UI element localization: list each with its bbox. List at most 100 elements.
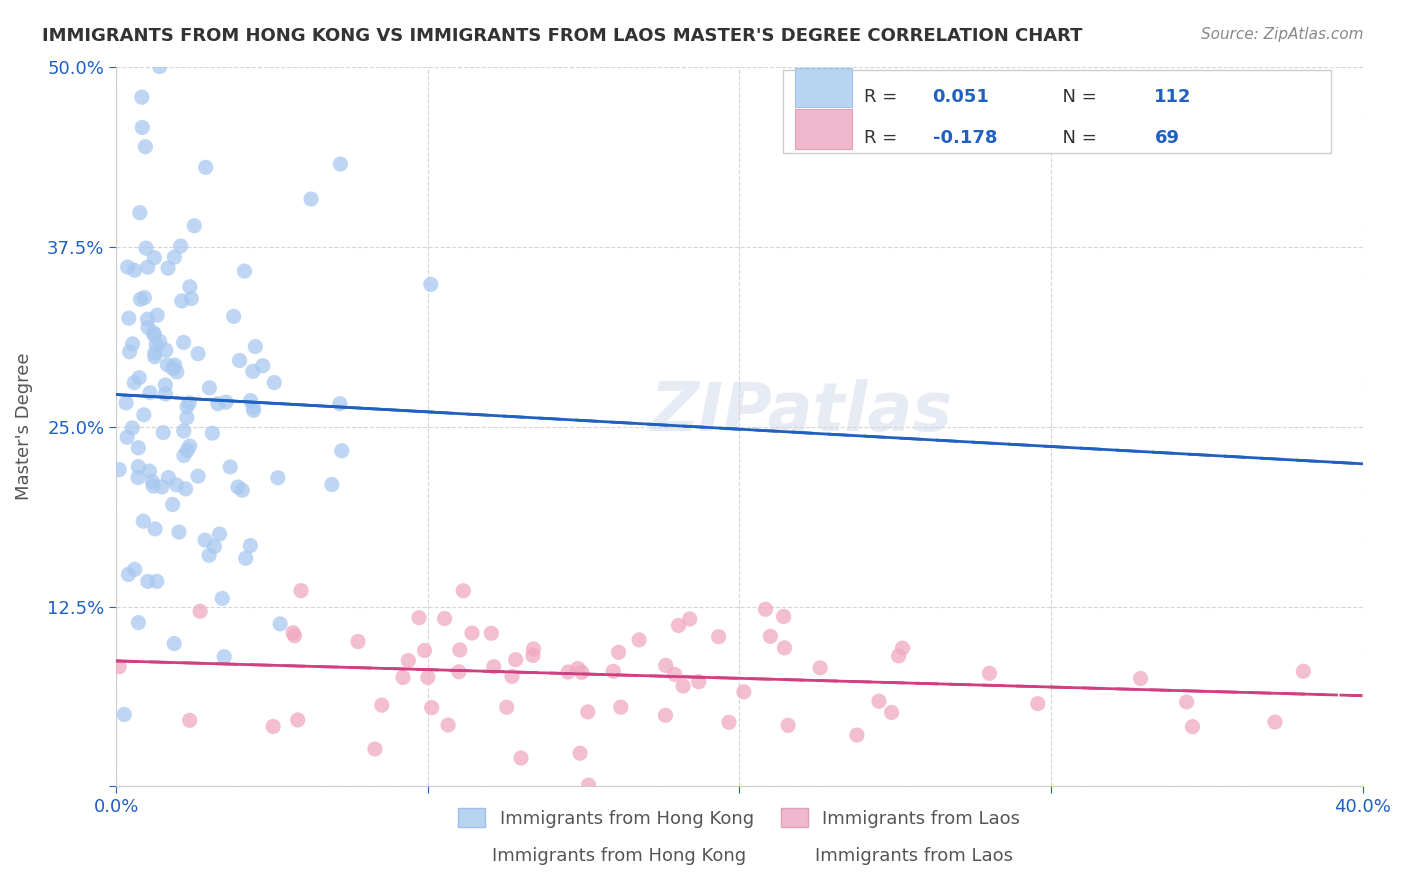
Point bbox=[602, 665, 624, 679]
Point bbox=[122, 376, 145, 390]
Point bbox=[127, 459, 149, 474]
Point bbox=[1026, 697, 1049, 711]
Point bbox=[808, 661, 831, 675]
Point bbox=[576, 705, 599, 719]
Point bbox=[124, 562, 146, 576]
Point bbox=[187, 469, 209, 483]
Point bbox=[290, 583, 312, 598]
Point bbox=[142, 479, 165, 493]
Point bbox=[242, 364, 264, 378]
Point bbox=[416, 670, 439, 684]
Point bbox=[132, 408, 155, 422]
Point bbox=[1175, 695, 1198, 709]
Point bbox=[166, 365, 188, 379]
Point bbox=[733, 685, 755, 699]
Point bbox=[557, 665, 579, 679]
Point bbox=[242, 403, 264, 417]
Point bbox=[143, 350, 166, 364]
Y-axis label: Master's Degree: Master's Degree bbox=[15, 353, 32, 500]
Point bbox=[141, 475, 163, 489]
Point bbox=[269, 617, 291, 632]
Point bbox=[347, 634, 370, 648]
Point bbox=[1292, 665, 1315, 679]
Text: N =: N = bbox=[1050, 129, 1102, 147]
Point bbox=[124, 263, 146, 277]
Point bbox=[868, 694, 890, 708]
Point bbox=[134, 291, 156, 305]
Point bbox=[1181, 720, 1204, 734]
Text: N =: N = bbox=[1050, 87, 1102, 105]
Point bbox=[371, 698, 394, 713]
Point bbox=[167, 524, 190, 539]
Point bbox=[127, 441, 149, 455]
Point bbox=[149, 334, 172, 349]
Point bbox=[149, 60, 172, 74]
Point bbox=[145, 337, 167, 351]
Point bbox=[129, 293, 152, 307]
Point bbox=[136, 312, 159, 326]
Point bbox=[155, 343, 177, 358]
Point bbox=[228, 353, 250, 368]
Point bbox=[143, 327, 166, 342]
Point bbox=[146, 308, 169, 322]
Point bbox=[176, 400, 198, 414]
Point bbox=[433, 611, 456, 625]
Point bbox=[152, 425, 174, 440]
Point bbox=[117, 260, 139, 274]
Text: 69: 69 bbox=[1154, 129, 1180, 147]
Point bbox=[759, 629, 782, 643]
Point bbox=[482, 659, 505, 673]
Point bbox=[979, 666, 1001, 681]
Point bbox=[207, 397, 229, 411]
Point bbox=[672, 679, 695, 693]
Point bbox=[330, 443, 353, 458]
Point bbox=[157, 470, 180, 484]
Point bbox=[607, 645, 630, 659]
Point bbox=[688, 674, 710, 689]
Point bbox=[219, 459, 242, 474]
Point bbox=[179, 439, 201, 453]
Point bbox=[283, 629, 305, 643]
Point bbox=[179, 279, 201, 293]
Point bbox=[163, 250, 186, 264]
Point bbox=[170, 293, 193, 308]
Point bbox=[128, 370, 150, 384]
Point bbox=[569, 746, 592, 760]
Point bbox=[235, 551, 257, 566]
Text: ZIPatlas: ZIPatlas bbox=[651, 379, 953, 445]
Point bbox=[287, 713, 309, 727]
Point bbox=[142, 326, 165, 340]
Point bbox=[461, 626, 484, 640]
Point bbox=[202, 540, 225, 554]
Point bbox=[501, 669, 523, 683]
Point bbox=[231, 483, 253, 498]
Point bbox=[173, 449, 195, 463]
Text: 0.051: 0.051 bbox=[932, 87, 990, 105]
Point bbox=[135, 241, 157, 255]
Point bbox=[281, 625, 304, 640]
Point bbox=[128, 205, 150, 219]
Point bbox=[138, 464, 160, 478]
Point bbox=[115, 430, 138, 444]
Point bbox=[198, 381, 221, 395]
Point bbox=[180, 292, 202, 306]
Point bbox=[139, 385, 162, 400]
Point bbox=[299, 192, 322, 206]
Point bbox=[162, 361, 184, 376]
Point bbox=[654, 708, 676, 723]
Point bbox=[239, 539, 262, 553]
Point bbox=[121, 337, 143, 351]
Point bbox=[846, 728, 869, 742]
Point bbox=[437, 718, 460, 732]
Point bbox=[571, 665, 593, 680]
Point bbox=[188, 604, 211, 618]
Point bbox=[179, 396, 201, 410]
Point bbox=[522, 648, 544, 663]
Point bbox=[567, 661, 589, 675]
Point bbox=[880, 706, 903, 720]
Point bbox=[754, 602, 776, 616]
Point bbox=[522, 642, 544, 657]
Point bbox=[226, 480, 249, 494]
Point bbox=[242, 400, 264, 414]
Point bbox=[117, 567, 139, 582]
